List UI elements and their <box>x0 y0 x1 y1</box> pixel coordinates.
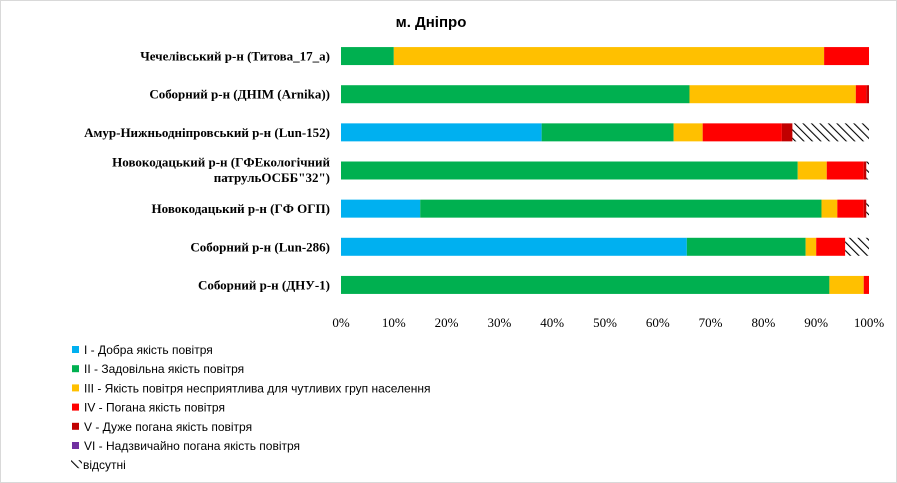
category-label: Новокодацький р-н (ГФЕкологічний патрульО… <box>112 155 330 186</box>
x-tick-label: 20% <box>435 315 459 330</box>
bar-segment <box>863 275 869 294</box>
bar-segment <box>792 123 869 142</box>
bar-segment <box>341 199 421 218</box>
x-tick-label: 80% <box>751 315 775 330</box>
legend: I - Добра якість повітря II - Задовільна … <box>71 343 430 472</box>
legend-swatch <box>72 403 79 411</box>
legend-label: IV - Погана якість повітря <box>84 401 225 415</box>
bar-segment <box>689 85 856 104</box>
legend-label: VI - Надзвичайно погана якість повітря <box>84 439 300 453</box>
bar-segment <box>393 47 825 66</box>
legend-swatch <box>72 365 79 373</box>
bar-segment <box>855 85 867 104</box>
legend-swatch <box>72 422 79 430</box>
bar-segment <box>816 237 846 256</box>
legend-swatch <box>72 346 79 353</box>
x-tick-label: 30% <box>487 315 511 330</box>
bar-segment <box>845 237 869 256</box>
bar-segment <box>863 199 867 218</box>
bar-segment <box>341 85 690 104</box>
x-tick-label: 90% <box>804 315 828 330</box>
bar-segment <box>702 123 782 142</box>
legend-label: V - Дуже погана якість повітря <box>84 420 252 434</box>
legend-swatch <box>72 384 79 392</box>
bar-segment <box>686 237 806 256</box>
category-label: Амур-Нижньодніпровський р-н (Lun-152) <box>84 125 330 140</box>
x-tick-label: 0% <box>332 315 350 330</box>
bar-segment <box>797 161 827 180</box>
bar-segment <box>341 237 687 256</box>
bar-segment <box>420 199 822 218</box>
bar-segment <box>541 123 674 142</box>
chart-title: м. Дніпро <box>396 14 467 31</box>
bar-segment <box>341 161 798 180</box>
category-label: Соборний р-н (Lun-286) <box>190 239 330 254</box>
bar-segment <box>866 161 869 180</box>
bar-segment <box>826 161 864 180</box>
x-tick-label: 50% <box>593 315 617 330</box>
bar-segment <box>341 47 394 66</box>
x-tick-label: 10% <box>382 315 406 330</box>
bar-segment <box>673 123 703 142</box>
legend-label: I - Добра якість повітря <box>84 343 213 357</box>
category-label: Чечелівський р-н (Титова_17_а) <box>140 49 330 64</box>
x-tick-label: 70% <box>699 315 723 330</box>
legend-label: II - Задовільна якість повітря <box>84 362 244 376</box>
bar-segment <box>866 85 869 104</box>
bar-segment <box>866 199 869 218</box>
legend-swatch <box>71 460 82 469</box>
legend-label: відсутні <box>83 458 126 472</box>
bar-segment <box>863 161 867 180</box>
legend-swatch <box>72 442 79 449</box>
x-tick-label: 100% <box>854 315 885 330</box>
bar-segment <box>341 275 830 294</box>
category-label: Соборний р-н (ДНІМ (Arnika)) <box>149 87 330 102</box>
bar-segment <box>824 47 869 66</box>
legend-label: III - Якість повітря несприятлива для чу… <box>84 381 430 395</box>
x-tick-label: 40% <box>540 315 564 330</box>
category-label: Новокодацький р-н (ГФ ОГП) <box>152 201 330 216</box>
bar-segment <box>781 123 793 142</box>
x-tick-label: 60% <box>646 315 670 330</box>
bar-segment <box>837 199 864 218</box>
plot-area: Чечелівський р-н (Титова_17_а) Соборний р… <box>84 47 884 330</box>
bar-segment <box>341 123 542 142</box>
bar-segment <box>821 199 838 218</box>
bar-segment <box>829 275 864 294</box>
bar-segment <box>805 237 817 256</box>
category-label: Соборний р-н (ДНУ-1) <box>198 277 330 292</box>
